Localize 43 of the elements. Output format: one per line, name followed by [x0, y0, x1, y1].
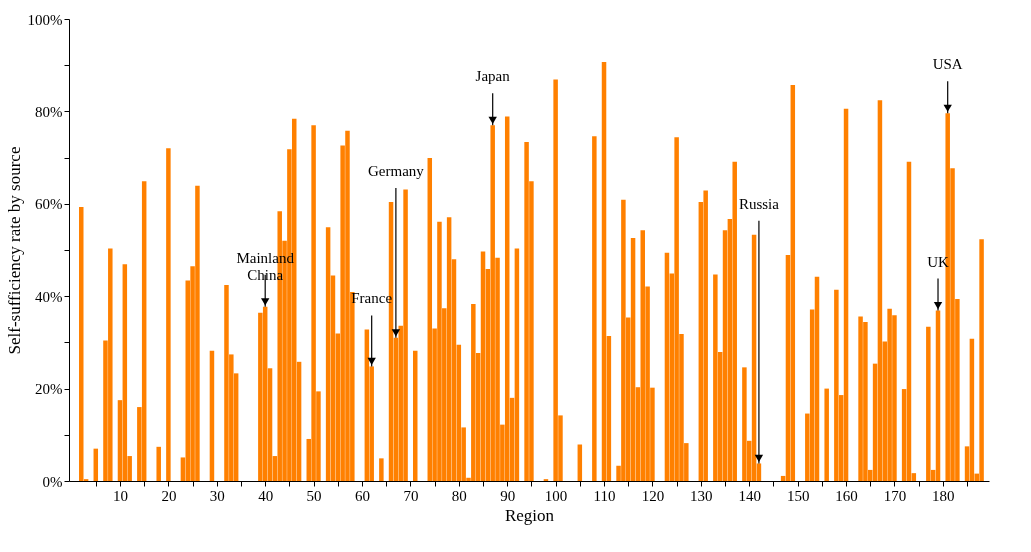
- y-tick-label: 0%: [42, 473, 63, 490]
- y-tick-label: 80%: [35, 103, 63, 120]
- y-tick-label: 60%: [35, 196, 63, 213]
- x-tick-label: 180: [932, 487, 955, 504]
- x-tick-label: 110: [593, 487, 616, 504]
- bar: [703, 190, 708, 481]
- bar: [824, 388, 829, 481]
- x-tick-label: 10: [112, 487, 128, 504]
- y-tick-label: 20%: [35, 381, 63, 398]
- x-tick-label: 20: [161, 487, 177, 504]
- x-tick-label: 50: [306, 487, 322, 504]
- bar: [732, 161, 737, 481]
- x-tick-label: 140: [738, 487, 761, 504]
- bar: [79, 207, 84, 481]
- x-tick-label: 30: [209, 487, 225, 504]
- bar: [592, 136, 597, 481]
- bar: [834, 289, 839, 481]
- x-tick-label: 80: [451, 487, 467, 504]
- y-tick-label: 40%: [35, 288, 63, 305]
- y-tick-label: 100%: [27, 11, 63, 28]
- x-tick-label: 90: [500, 487, 516, 504]
- x-tick-label: 150: [786, 487, 810, 504]
- x-tick-label: 100: [544, 487, 568, 504]
- x-tick-label: 170: [883, 487, 907, 504]
- bar: [379, 458, 384, 481]
- x-axis-title: Region: [504, 505, 555, 525]
- annotation: USA: [932, 56, 963, 73]
- x-tick-label: 130: [690, 487, 713, 504]
- x-tick-label: 120: [641, 487, 665, 504]
- x-tick-label: 160: [835, 487, 858, 504]
- annotation: Germany: [367, 162, 425, 179]
- bar: [156, 446, 161, 481]
- x-tick-label: 40: [258, 487, 274, 504]
- bar: [742, 367, 747, 481]
- annotation: Russia: [738, 195, 780, 212]
- y-axis-title: Self-sufficiency rate by source: [4, 146, 24, 355]
- bar: [413, 350, 418, 481]
- bar: [166, 148, 171, 481]
- x-tick-label: 70: [403, 487, 419, 504]
- annotation: Japan: [475, 68, 511, 85]
- bar: [713, 274, 718, 481]
- bar: [926, 326, 931, 481]
- x-tick-label: 60: [355, 487, 371, 504]
